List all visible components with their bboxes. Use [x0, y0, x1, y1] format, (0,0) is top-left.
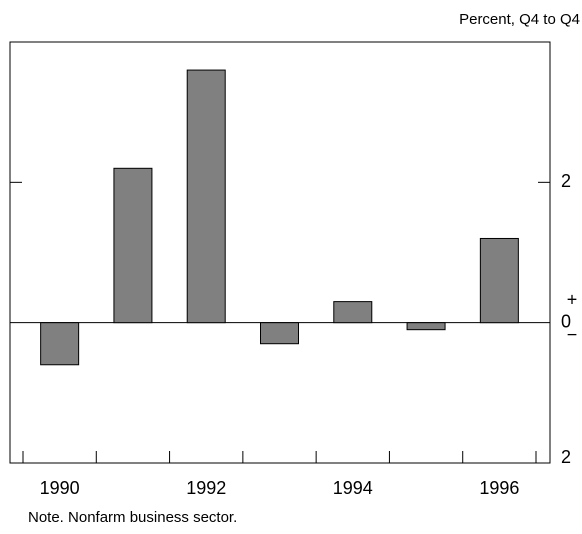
x-tick-label: 1996: [479, 478, 519, 498]
bar: [113, 167, 153, 324]
bar: [260, 322, 299, 345]
y-tick-label: 0: [561, 311, 571, 331]
unit-label: Percent, Q4 to Q4: [459, 11, 580, 28]
x-tick-label: 1994: [333, 478, 373, 498]
bar: [333, 301, 373, 324]
x-tick-label: 1992: [186, 478, 226, 498]
bar: [479, 237, 519, 324]
bar: [40, 322, 80, 366]
zero-sign: +: [567, 289, 578, 309]
x-tick-label: 1990: [40, 478, 80, 498]
plot-frame: [9, 41, 551, 464]
note: Note. Nonfarm business sector.: [28, 509, 237, 526]
y-tick-label: 2: [561, 171, 571, 191]
zero-sign: −: [567, 324, 578, 344]
y-tick-label: 2: [561, 447, 571, 467]
bar: [406, 322, 446, 331]
bar: [186, 69, 226, 324]
